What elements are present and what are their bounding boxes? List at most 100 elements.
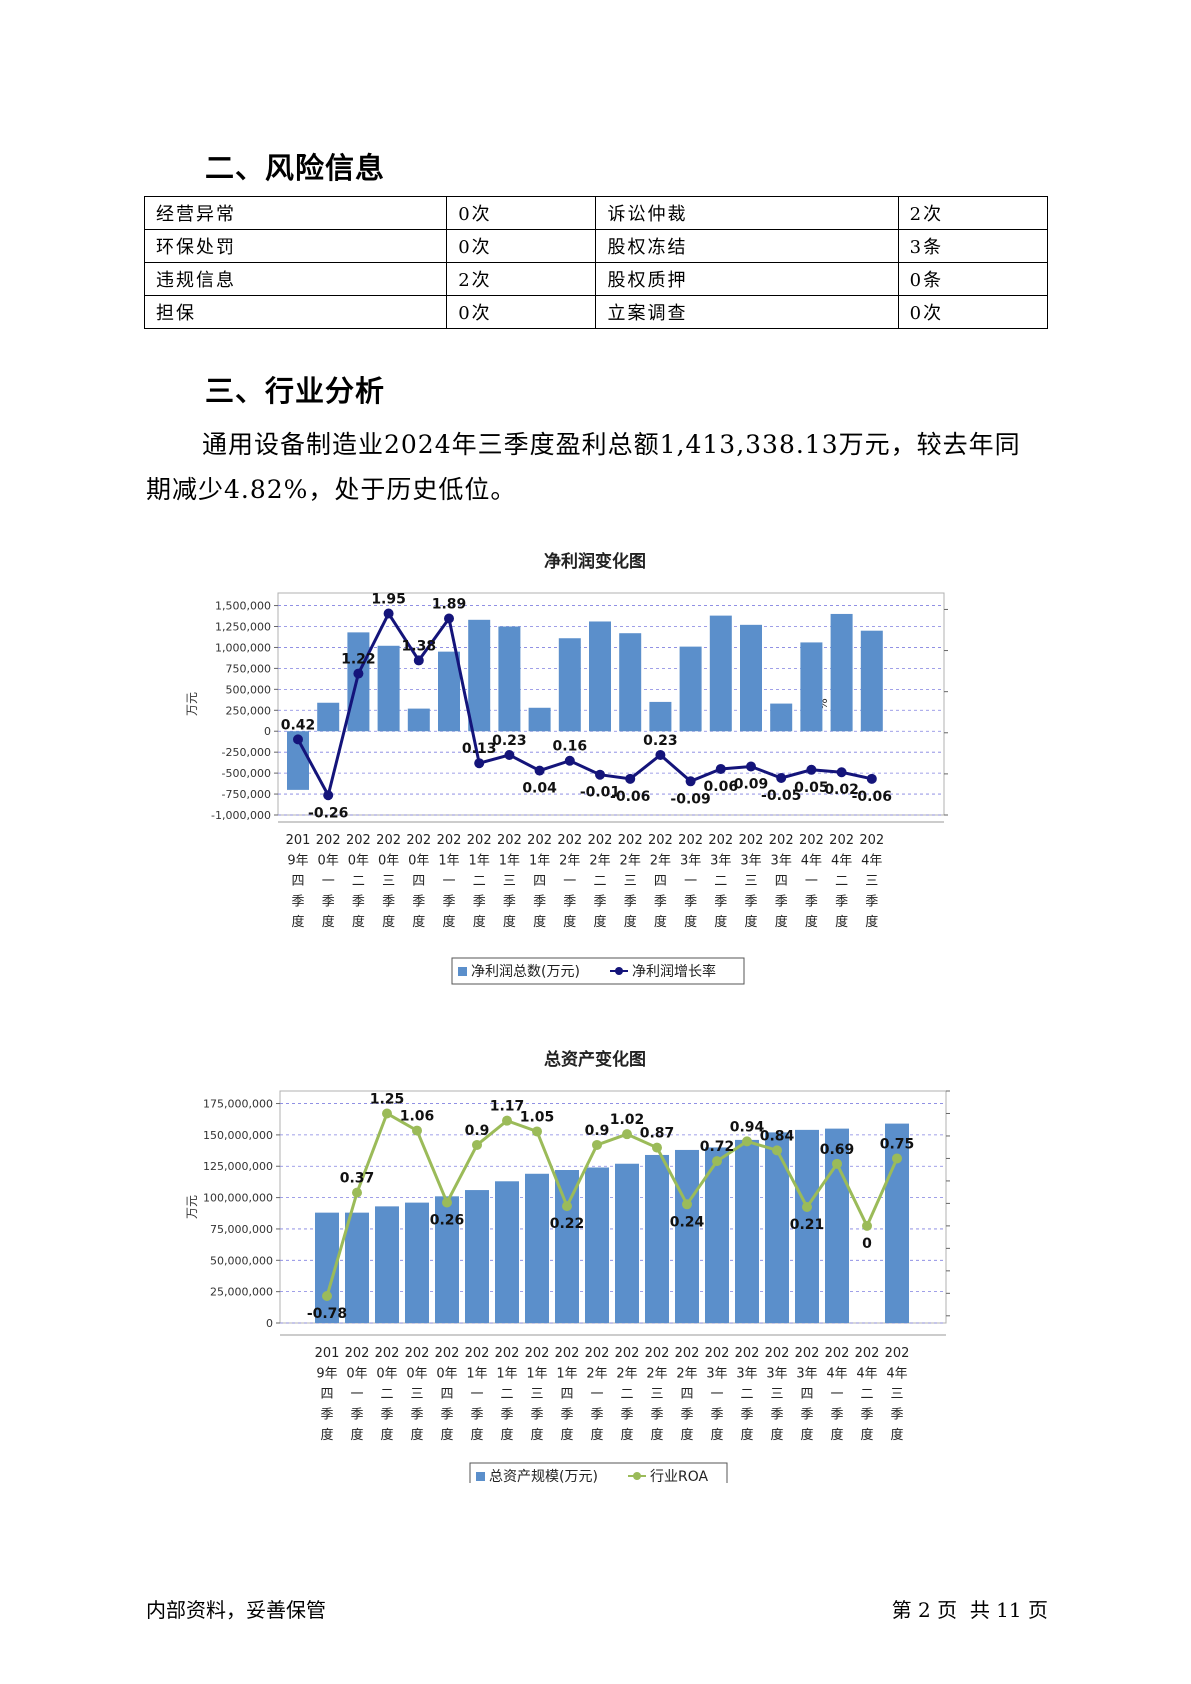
- legend-label: 总资产规模(万元): [489, 1469, 598, 1483]
- data-label: 0.16: [553, 739, 588, 755]
- data-label: 0.09: [734, 776, 769, 792]
- x-tick-label: 四: [533, 874, 546, 889]
- x-tick-label: 202: [497, 833, 522, 848]
- x-tick-label: 二: [352, 874, 365, 889]
- data-label: 0.23: [492, 733, 527, 749]
- y-tick-label: 25,000,000: [210, 1286, 273, 1299]
- x-tick-label: 一: [684, 874, 697, 889]
- x-tick-label: 季: [442, 895, 455, 910]
- x-tick-label: 一: [350, 1387, 363, 1402]
- x-tick-label: 202: [825, 1346, 850, 1361]
- x-tick-label: 季: [320, 1408, 333, 1423]
- legend-box: [451, 957, 745, 985]
- x-tick-label: 季: [352, 895, 365, 910]
- risk-value-cell: 0次: [446, 229, 597, 263]
- x-tick-label: 季: [684, 895, 697, 910]
- line-point: [412, 1125, 422, 1136]
- data-label: 0.26: [430, 1213, 465, 1229]
- x-tick-label: 四: [654, 874, 667, 889]
- x-tick-label: 季: [830, 1408, 843, 1423]
- bar: [377, 645, 400, 732]
- x-tick-label: 4年: [831, 854, 852, 869]
- legend-label: 行业ROA: [650, 1469, 709, 1483]
- line-point: [682, 1199, 692, 1210]
- bar: [287, 731, 309, 790]
- x-tick-label: 0年: [318, 854, 339, 869]
- x-tick-label: 0年: [378, 854, 399, 869]
- bar: [795, 1129, 819, 1323]
- x-tick-label: 度: [620, 1427, 633, 1443]
- x-tick-label: 3年: [766, 1367, 787, 1382]
- x-tick-label: 度: [775, 914, 788, 930]
- chart-svg: 净利润变化图 -1,000,000 -750,000 -500,000 -250,000…: [185, 551, 983, 985]
- data-label: 1.17: [490, 1099, 525, 1115]
- bar: [679, 646, 702, 732]
- footer-page-number: 第 2 页 共 11 页: [891, 1598, 1048, 1622]
- bar: [465, 1190, 489, 1323]
- data-label: 0.84: [760, 1128, 795, 1144]
- x-tick-label: 度: [382, 914, 395, 930]
- x-tick-label: 2年: [646, 1367, 667, 1382]
- x-tick-label: 季: [805, 895, 818, 910]
- x-tick-label: 度: [440, 1427, 453, 1443]
- x-tick-label: 2年: [586, 1367, 607, 1382]
- line-point: [866, 773, 877, 784]
- line-point: [293, 734, 303, 745]
- x-tick-label: 季: [412, 895, 425, 910]
- x-tick-label: 0年: [376, 1367, 397, 1382]
- data-label: 0: [862, 1236, 872, 1252]
- x-tick-label: 三: [382, 874, 395, 889]
- x-tick-label: 度: [835, 914, 848, 930]
- x-tick-label: 度: [650, 1427, 663, 1443]
- bar: [675, 1149, 699, 1323]
- bar: [800, 642, 823, 732]
- data-label: -0.05: [761, 788, 801, 804]
- x-tick-label: 季: [380, 1408, 393, 1423]
- x-tick-label: 季: [291, 895, 304, 910]
- x-tick-label: 二: [740, 1387, 753, 1402]
- bar: [649, 701, 672, 732]
- x-tick-label: 季: [860, 1408, 873, 1423]
- data-label: 1.25: [370, 1091, 405, 1107]
- x-tick-label: 度: [560, 1427, 573, 1443]
- y-tick-label: -1,000,000: [211, 809, 271, 822]
- data-label: -0.06: [852, 789, 892, 805]
- line-point: [652, 1142, 662, 1153]
- x-tick-label: 202: [829, 833, 854, 848]
- data-label: 1.02: [610, 1112, 645, 1128]
- data-label: 0.23: [643, 733, 678, 749]
- x-tick-label: 一: [563, 874, 576, 889]
- x-tick-label: 202: [645, 1346, 670, 1361]
- risk-label-cell: 立案调查: [595, 295, 899, 329]
- bar: [830, 613, 853, 732]
- y-tick-label: 175,000,000: [203, 1098, 273, 1111]
- x-tick-label: 季: [500, 1408, 513, 1423]
- x-tick-label: 202: [345, 1346, 370, 1361]
- data-label: -0.01: [580, 785, 620, 801]
- x-tick-label: 二: [500, 1387, 513, 1402]
- y-tick-label: -500,000: [222, 767, 271, 780]
- x-tick-label: 季: [624, 895, 637, 910]
- x-tick-label: 202: [885, 1346, 910, 1361]
- risk-info-table: 经营异常 0次 诉讼仲裁 2次 环保处罚 0次 股权冻结 3条 违规信息 2次 股权质押 0条 担保 0次…: [143, 196, 1049, 329]
- line-point: [715, 763, 726, 774]
- data-label: 0.69: [820, 1142, 855, 1158]
- x-tick-label: 度: [860, 1427, 873, 1443]
- y-tick-label: 50,000,000: [210, 1254, 273, 1267]
- net-profit-chart: 净利润变化图 -1,000,000 -750,000 -500,000 -250,000…: [180, 545, 983, 1005]
- x-tick-label: 四: [320, 1387, 333, 1402]
- x-tick-label: 3年: [706, 1367, 727, 1382]
- x-tick-label: 四: [291, 874, 304, 889]
- line-point: [776, 773, 787, 783]
- x-tick-label: 0年: [406, 1367, 427, 1382]
- x-tick-label: 季: [322, 895, 335, 910]
- y-tick-label: 750,000: [226, 662, 272, 675]
- data-label: 0.13: [462, 741, 497, 757]
- x-tick-label: 202: [555, 1346, 580, 1361]
- y-tick-label: 500,000: [226, 683, 272, 696]
- chart-title: 总资产变化图: [544, 1049, 646, 1070]
- x-tick-label: 202: [795, 1346, 820, 1361]
- data-label: 1.89: [432, 596, 467, 612]
- x-tick-label: 季: [470, 1408, 483, 1423]
- x-tick-label: 度: [563, 914, 576, 930]
